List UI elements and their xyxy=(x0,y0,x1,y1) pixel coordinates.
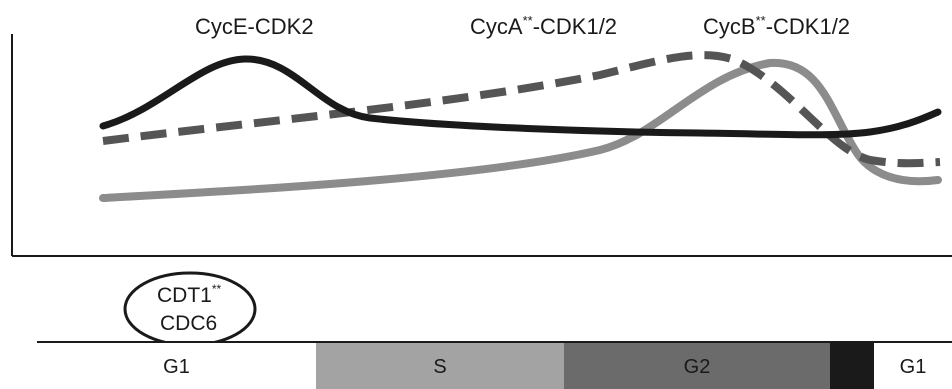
phase-label-s-1: S xyxy=(433,356,446,378)
phase-label-g1-4: G1 xyxy=(900,356,927,378)
cyce-cdk2-label: CycE-CDK2 xyxy=(195,14,314,39)
phase-segment-s-1 xyxy=(316,343,564,389)
cyce-cdk2-curve xyxy=(99,55,942,139)
phase-segment-m-3 xyxy=(830,343,874,389)
phase-label-m-3: M xyxy=(844,356,861,378)
phase-bar: G1 S G2 M G1 xyxy=(37,343,952,389)
phase-segment-g1-4 xyxy=(874,343,952,389)
cyca-cdk1-2-label: CycA**-CDK1/2 xyxy=(470,13,617,39)
oval-line-cdt1: CDT1** xyxy=(157,282,222,307)
cycb-cdk1-2-label: CycB**-CDK1/2 xyxy=(703,13,850,39)
phase-label-g2-2: G2 xyxy=(684,356,711,378)
phase-segment-g2-2 xyxy=(564,343,830,389)
phase-label-g1-0: G1 xyxy=(163,356,190,378)
oval-line-cdc6: CDC6 xyxy=(160,312,217,335)
cyca-cdk1-2-curve xyxy=(102,51,941,168)
cycb-cdk1-2-curve xyxy=(99,58,942,202)
phase-segment-g1-0 xyxy=(37,343,316,389)
